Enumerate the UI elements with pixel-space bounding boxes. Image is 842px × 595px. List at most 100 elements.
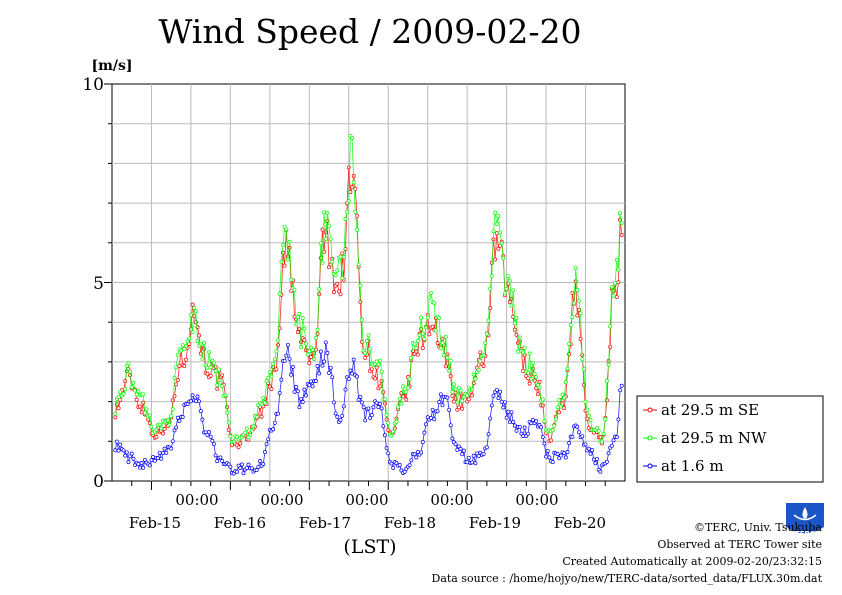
data-point — [325, 351, 330, 355]
data-point — [394, 419, 399, 424]
data-point — [126, 460, 131, 465]
data-point — [198, 342, 203, 346]
data-point — [496, 396, 501, 401]
data-point — [450, 436, 455, 441]
data-point — [596, 428, 601, 433]
data-point — [503, 291, 507, 296]
data-point — [595, 457, 599, 462]
data-point — [142, 410, 147, 415]
data-point — [207, 350, 211, 355]
data-point — [389, 433, 394, 438]
data-point — [378, 384, 382, 389]
data-point — [530, 418, 535, 422]
data-point — [340, 276, 345, 281]
data-point — [396, 405, 401, 409]
data-point — [116, 406, 121, 411]
data-point — [180, 415, 185, 419]
data-point — [575, 313, 580, 318]
data-point — [514, 428, 519, 433]
data-point — [489, 273, 494, 278]
data-point — [363, 351, 368, 356]
data-point — [379, 379, 384, 383]
data-point — [262, 450, 267, 455]
data-point — [338, 292, 343, 297]
data-point — [317, 371, 322, 376]
data-point — [378, 358, 382, 363]
data-point — [422, 337, 427, 342]
data-point — [241, 471, 246, 476]
data-point — [481, 364, 486, 368]
copyright-text: ©TERC, Univ. Tsukuba — [694, 521, 822, 534]
data-point — [484, 445, 489, 450]
data-point — [466, 455, 471, 460]
data-point — [494, 387, 499, 392]
data-point — [448, 358, 453, 363]
data-point — [553, 417, 558, 422]
data-point — [332, 400, 336, 405]
data-point — [550, 460, 555, 465]
data-point — [376, 405, 381, 410]
data-point — [333, 273, 338, 278]
data-point — [409, 355, 414, 360]
data-point — [422, 430, 427, 435]
data-point — [195, 394, 200, 399]
data-point — [397, 463, 402, 467]
data-point — [159, 456, 164, 461]
data-point — [460, 398, 465, 403]
data-point — [123, 387, 128, 392]
data-point — [438, 346, 443, 351]
data-point — [152, 458, 157, 463]
data-point — [246, 462, 251, 467]
data-point — [430, 407, 435, 412]
data-point — [407, 463, 412, 468]
data-point — [488, 416, 493, 421]
data-point — [322, 210, 327, 215]
data-point — [129, 385, 134, 390]
data-point — [192, 314, 197, 318]
data-point — [544, 454, 549, 459]
data-point — [511, 420, 516, 424]
data-point — [616, 280, 621, 285]
data-point — [570, 434, 575, 439]
data-point — [595, 426, 599, 430]
legend-box — [636, 395, 824, 483]
data-point — [430, 324, 435, 329]
data-point — [550, 428, 555, 433]
data-point — [445, 355, 450, 360]
data-point — [429, 416, 433, 420]
data-point — [488, 286, 493, 291]
data-point — [249, 428, 254, 433]
data-point — [249, 466, 254, 471]
data-point — [540, 435, 545, 440]
data-point — [458, 447, 463, 451]
data-point — [259, 402, 264, 407]
data-point — [609, 284, 614, 289]
data-point — [267, 369, 272, 374]
data-point — [445, 395, 450, 400]
data-point — [613, 281, 618, 286]
data-point — [611, 438, 616, 443]
data-point — [535, 392, 540, 397]
data-point — [315, 327, 320, 332]
legend-marker-nw — [647, 435, 653, 441]
x-tick-time-label: 00:00 — [260, 491, 303, 509]
data-point — [187, 342, 192, 346]
data-point — [386, 451, 391, 456]
data-point — [239, 462, 244, 467]
data-point — [590, 448, 595, 453]
data-point — [527, 381, 532, 386]
data-point — [493, 210, 498, 215]
data-point — [161, 431, 165, 436]
data-point — [355, 227, 359, 232]
data-point — [512, 321, 517, 326]
data-point — [452, 382, 456, 387]
data-point — [412, 342, 417, 347]
data-point — [557, 410, 562, 415]
data-point — [517, 425, 522, 430]
y-tick-label: 5 — [93, 274, 104, 294]
data-point — [123, 453, 128, 458]
data-point — [460, 406, 465, 411]
data-point — [175, 378, 180, 383]
data-point — [302, 387, 307, 392]
data-point — [358, 394, 363, 399]
